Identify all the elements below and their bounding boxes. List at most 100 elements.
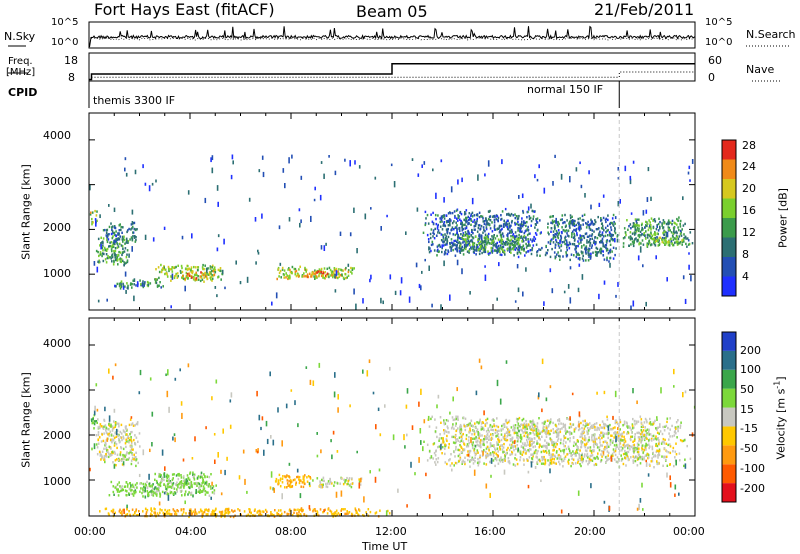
power-cell [647,243,650,246]
power-sparse-cell [629,175,632,181]
vel-cell [176,490,178,493]
power-cell [593,239,595,242]
vel-cell [553,443,556,446]
vel-cell [488,435,490,438]
vel-cell [627,445,630,449]
vel-cell [655,444,657,447]
vel-cell [479,455,481,459]
vel-cell [577,458,579,461]
vel-bg [89,318,695,516]
vel-cell [298,478,300,481]
power-sparse-cell [128,253,130,258]
vel-cell [648,446,650,450]
power-cell [462,238,464,241]
power-cell [462,253,465,256]
vel-cell [652,455,655,458]
power-sparse-cell [142,164,144,169]
power-cell [114,258,117,262]
vel-cell [518,436,521,439]
power-sparse-cell [569,266,572,270]
power-sparse-cell [457,179,459,185]
vel-cell [584,443,586,446]
power-cell [206,277,209,280]
vel-cell [166,476,168,479]
power-cell [424,210,427,214]
vel-cell [472,441,474,444]
vel-cell [486,454,488,457]
vel-cell [516,426,519,430]
vel-cell [633,439,636,442]
vel-cell [597,427,599,430]
power-cell [105,229,108,232]
vel-cell [453,464,455,467]
vel-cell [157,483,159,486]
power-cell [633,241,635,244]
power-cell [175,265,177,269]
vel-cell [323,479,325,483]
power-cell [97,260,99,263]
power-cell [550,215,552,218]
vel-cell [535,429,538,433]
power-colorbar-band [722,179,736,199]
power-cell [591,233,594,236]
vel-cell [612,426,615,430]
vel-cell [594,441,596,444]
vel-cell [473,431,476,435]
vel-cell [571,453,573,457]
power-cell [510,224,512,227]
vel-cell [638,439,640,443]
power-sparse-cell [255,261,257,265]
vel-cell [347,479,349,483]
power-sparse-cell [380,297,382,304]
power-cell [564,236,566,240]
vel-cell [632,459,635,462]
vel-cell [180,480,183,483]
power-sparse-cell [532,238,534,242]
power-cell [432,229,435,232]
power-cell [474,248,476,252]
power-sparse-cell [248,197,251,202]
power-cell [102,240,104,243]
vel-cell [204,493,207,496]
vel-cell [531,423,533,426]
vel-cell [172,477,174,480]
vel-cell [652,438,655,441]
power-cell [439,220,442,224]
vel-cell [151,487,154,491]
power-colorbar-band [722,237,736,257]
vel-cell [136,421,139,424]
vel-cell [486,441,488,444]
vel-cell [150,493,153,496]
vel-cell [492,428,495,432]
vel-cell [133,457,135,461]
power-cell [594,219,596,222]
vel-cell [121,485,123,488]
power-cell [523,231,526,235]
vel-cell [513,449,515,452]
vel-cell [490,436,493,440]
power-cell [591,237,593,240]
vel-cell [513,431,516,435]
power-cell [611,221,613,225]
vel-cell [107,452,110,455]
power-cell [689,231,692,234]
power-cell [280,276,282,279]
power-cell [464,231,467,234]
power-cell [326,273,328,277]
vel-cell [532,445,534,449]
vel-cell [505,420,508,423]
vel-cell [531,453,533,457]
vel-cell [201,513,204,516]
vel-cell [555,429,558,432]
power-cell [432,231,434,235]
vel-cell [112,485,115,488]
vel-cell [587,429,590,432]
vel-cell [135,464,137,468]
power-cell [662,219,665,222]
power-cell [192,270,194,273]
power-cell [556,223,559,226]
power-cell [127,241,129,244]
nave-trace [91,71,695,78]
vel-cell [134,424,136,427]
power-cell [506,219,509,222]
